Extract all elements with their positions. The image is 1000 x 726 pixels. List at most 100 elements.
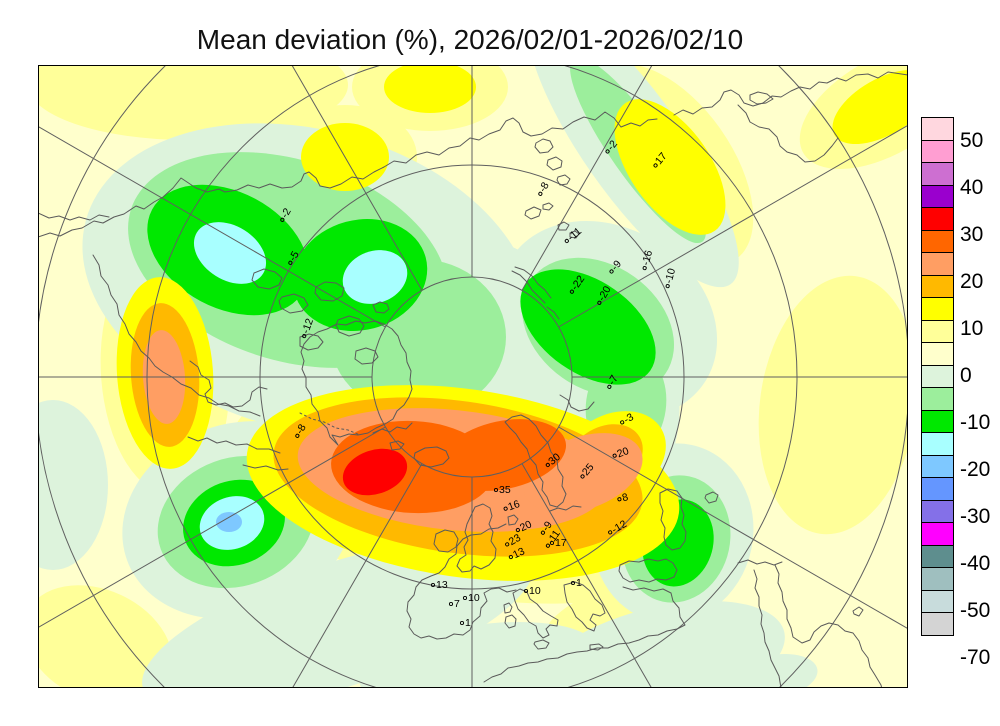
station-marker <box>549 540 555 546</box>
station-label: 20 <box>515 518 534 534</box>
legend-tick-label: -40 <box>960 551 991 575</box>
color-scale-legend: 50 40 30 20 10 0 -10 -20 -30 -40 -50 -70 <box>921 117 1000 668</box>
station-marker <box>608 530 613 535</box>
legend-color-box <box>921 319 954 343</box>
station-marker <box>505 542 510 547</box>
station-marker <box>295 433 300 438</box>
station-value: 1 <box>465 617 471 629</box>
station-label: 13 <box>430 579 448 591</box>
legend-color-box <box>921 589 954 613</box>
legend-color-box <box>921 364 954 388</box>
meridian-line <box>291 463 423 688</box>
station-marker <box>523 588 529 594</box>
station-marker <box>612 453 617 458</box>
station-marker <box>580 474 585 479</box>
coastlines <box>38 71 908 688</box>
station-value: 8 <box>621 491 630 504</box>
station-label: 17 <box>549 537 567 549</box>
station-label: 1 <box>459 617 471 629</box>
station-value: 35 <box>499 484 511 496</box>
station-marker <box>508 554 513 560</box>
legend-color-box <box>921 499 954 523</box>
legend-color-box <box>921 342 954 366</box>
legend-color-box <box>921 567 954 591</box>
legend-tick-label: 40 <box>960 175 984 199</box>
station-marker <box>642 266 647 271</box>
station-marker <box>288 260 293 265</box>
map-border <box>38 65 908 688</box>
station-marker <box>545 462 550 468</box>
legend-color-box <box>921 522 954 546</box>
station-marker <box>540 530 546 535</box>
legend-color-box <box>921 162 954 186</box>
station-value: 13 <box>511 545 527 561</box>
station-value: 1 <box>576 577 582 589</box>
station-value: 13 <box>436 579 448 591</box>
station-label: 10 <box>462 592 480 604</box>
legend-color-box <box>921 229 954 253</box>
legend-color-box <box>921 454 954 478</box>
station-marker <box>605 149 610 154</box>
meridian-line <box>38 426 386 629</box>
station-label: -10 <box>663 267 679 289</box>
station-marker <box>597 300 602 305</box>
station-marker <box>448 601 454 607</box>
meridian-line <box>38 125 386 328</box>
station-marker <box>302 333 307 339</box>
legend-color-box <box>921 297 954 321</box>
station-marker <box>493 487 499 493</box>
map-title: Mean deviation (%), 2026/02/01-2026/02/1… <box>196 24 744 55</box>
station-value: 10 <box>529 585 541 597</box>
legend-color-box <box>921 184 954 208</box>
legend-tick-label: 50 <box>960 128 984 152</box>
station-marker <box>515 527 520 533</box>
station-marker <box>459 620 465 626</box>
station-label: 10 <box>523 585 541 597</box>
legend-color-box <box>921 387 954 411</box>
station-label: 23 <box>505 532 523 548</box>
station-label: 1 <box>570 577 582 589</box>
station-marker <box>620 420 625 425</box>
station-value: 10 <box>468 592 480 604</box>
legend-color-box <box>921 207 954 231</box>
legend-color-box <box>921 117 954 141</box>
legend-tick-label: -20 <box>960 457 991 481</box>
meridian-line <box>521 463 653 688</box>
station-label: 16 <box>503 498 522 513</box>
meridian-line <box>558 124 908 328</box>
graticule <box>38 65 908 688</box>
station-marker <box>609 269 614 274</box>
station-marker <box>564 238 569 244</box>
legend-color-box <box>921 252 954 276</box>
legend-tick-label: 20 <box>960 269 984 293</box>
station-marker <box>462 595 468 601</box>
station-marker <box>503 506 508 511</box>
station-label: 8 <box>617 491 630 504</box>
map-canvas: 35 30 25 20 23 17 16 13 -9 -11 -7 -3 20 8 -12 13 7 10 1 10 1… <box>38 65 908 688</box>
station-value: -16 <box>640 249 656 267</box>
meridian-line <box>558 426 908 630</box>
legend-color-box <box>921 409 954 433</box>
station-value: 17 <box>555 537 567 549</box>
station-value: 7 <box>454 598 460 610</box>
station-value: -10 <box>663 267 679 285</box>
legend-tick-label: 10 <box>960 316 984 340</box>
station-label: 35 <box>493 484 511 496</box>
station-marker <box>569 289 575 294</box>
station-label: -12 <box>300 317 317 339</box>
legend-tick-label: -30 <box>960 504 991 528</box>
station-label: 20 <box>612 445 631 460</box>
station-label: -16 <box>640 249 656 271</box>
footer: Environment and Climate Change Canada En… <box>0 690 1000 726</box>
legend-color-box <box>921 612 954 636</box>
legend-color-box <box>921 544 954 568</box>
station-value: -12 <box>300 317 317 336</box>
legend-tick-label: -70 <box>960 645 991 669</box>
station-marker <box>570 580 576 586</box>
station-value: 23 <box>507 532 523 548</box>
legend-color-box <box>921 274 954 298</box>
legend-color-box <box>921 139 954 163</box>
station-value: 20 <box>615 445 630 460</box>
legend-color-box <box>921 477 954 501</box>
